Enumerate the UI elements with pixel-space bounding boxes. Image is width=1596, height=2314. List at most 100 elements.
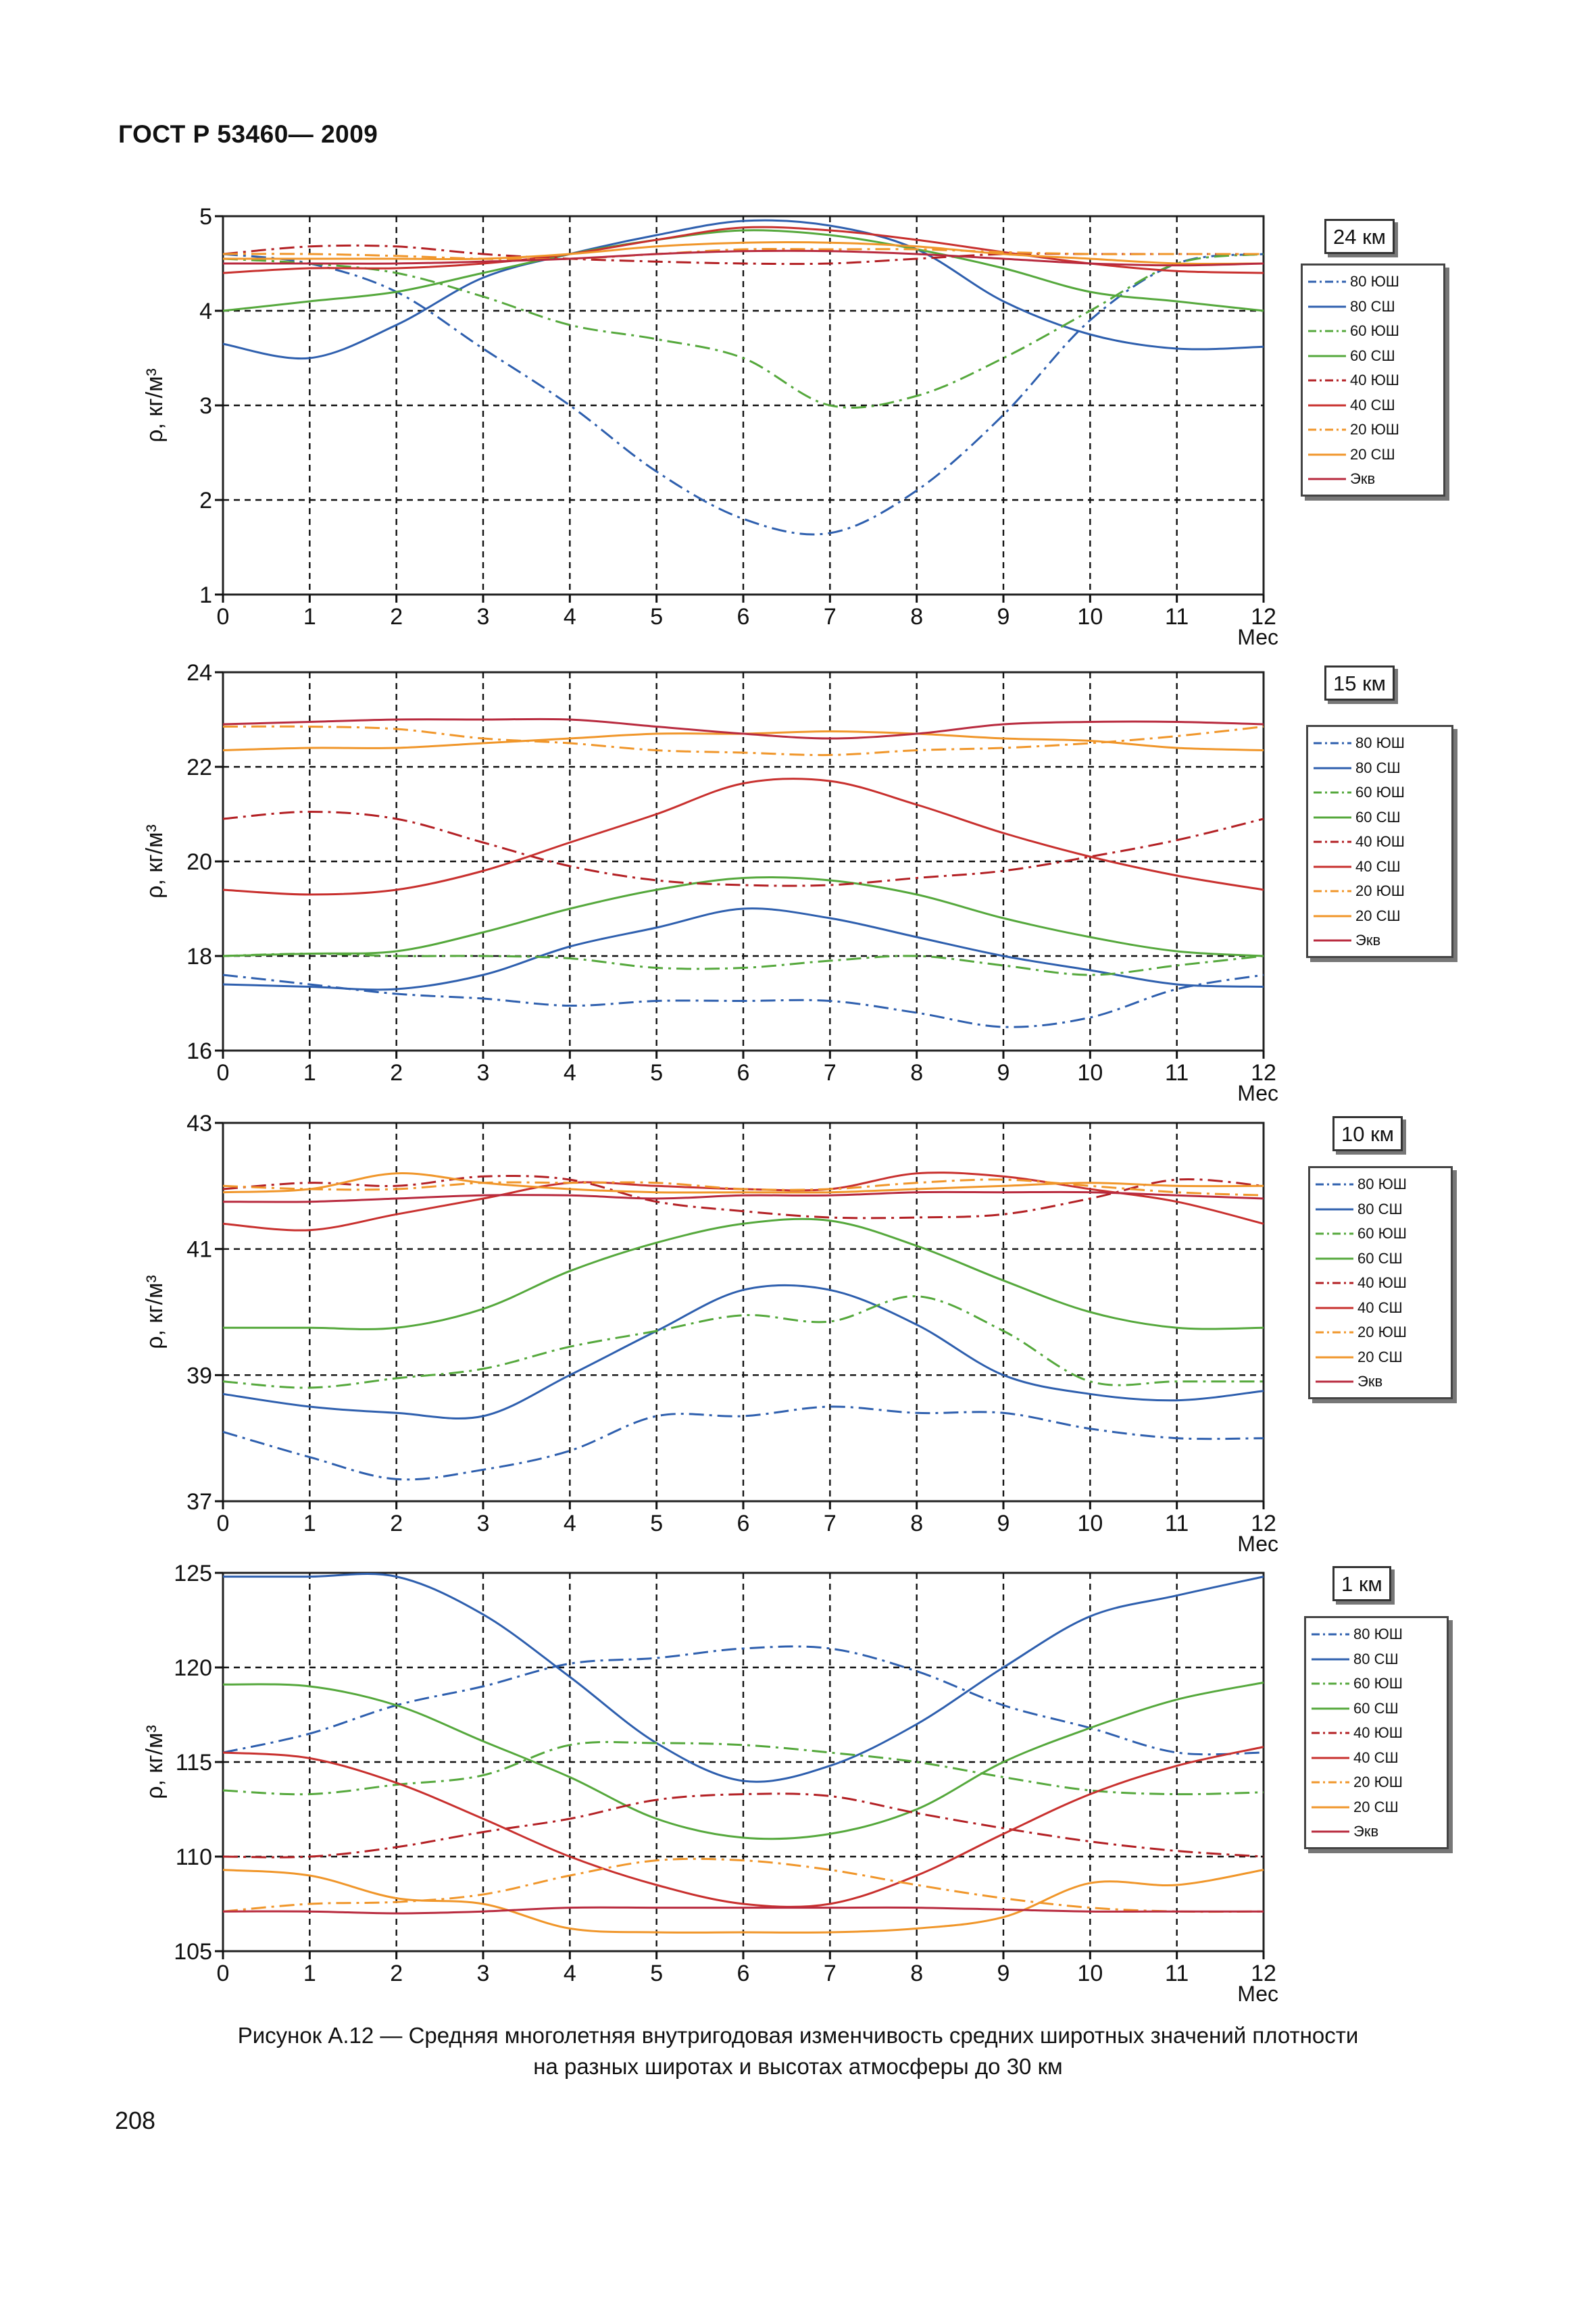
tick-label-x: 4	[564, 1511, 576, 1536]
legend-item: 40 ЮШ	[1307, 368, 1439, 393]
series-line	[222, 1792, 1264, 1859]
legend-swatch	[1308, 330, 1346, 332]
series-line	[222, 253, 1264, 536]
tick-label-x: 10	[1077, 1511, 1103, 1536]
series-line	[222, 1746, 1264, 1908]
tick-label-x: 7	[824, 604, 837, 630]
legend-swatch	[1312, 1707, 1349, 1710]
series-line	[222, 1172, 1264, 1194]
legend-item: 40 ЮШ	[1310, 1721, 1443, 1746]
altitude-label: 10 км	[1332, 1116, 1403, 1151]
legend-swatch	[1316, 1183, 1353, 1186]
legend-item: 80 СШ	[1310, 1647, 1443, 1672]
chart-legend: 80 ЮШ 80 СШ 60 ЮШ 60 СШ 40 ЮШ 40 СШ 20 ЮШ 20 СШ…	[1306, 725, 1453, 958]
tick-label-x: 8	[910, 1961, 923, 1986]
chart-panel-15km: 0 1 2 3 4 5 6 7 8 9 10 11 12 16 18 20 22 24 Мес ρ, кг/м³ 15…	[135, 659, 1487, 1111]
legend-label: 40 ЮШ	[1353, 1724, 1403, 1742]
legend-item: 60 ЮШ	[1310, 1671, 1443, 1696]
legend-label: 20 ЮШ	[1353, 1774, 1403, 1791]
tick-label-x: 1	[303, 1060, 316, 1086]
tick-label-x: 8	[910, 604, 923, 630]
tick-label-x: 0	[217, 1961, 230, 1986]
legend-item: 60 СШ	[1314, 1247, 1447, 1272]
tick-label-x: 0	[217, 604, 230, 630]
tick-label-x: 8	[910, 1060, 923, 1086]
legend-label: 40 СШ	[1353, 1749, 1399, 1766]
tick-label-x: 9	[997, 1060, 1010, 1086]
tick-label-x: 11	[1165, 604, 1189, 630]
tick-label-x: 11	[1165, 1961, 1189, 1986]
legend-swatch	[1314, 742, 1351, 745]
legend-item: 80 ЮШ	[1307, 270, 1439, 295]
series-line	[222, 1869, 1264, 1934]
legend-label: 80 ЮШ	[1350, 273, 1399, 291]
altitude-label: 1 км	[1332, 1566, 1391, 1601]
series-line	[223, 249, 1264, 267]
legend-label: 20 СШ	[1350, 445, 1395, 463]
tick-label-x: 11	[1165, 1060, 1189, 1086]
chart-legend: 80 ЮШ 80 СШ 60 ЮШ 60 СШ 40 ЮШ 40 СШ 20 ЮШ 20 СШ…	[1301, 263, 1445, 497]
series-group	[222, 718, 1264, 1028]
legend-item: 20 СШ	[1310, 1795, 1443, 1820]
tick-label-x: 2	[390, 1961, 403, 1986]
chart-panel-24km: 0 1 2 3 4 5 6 7 8 9 10 11 12 1 2 3 4 5 Мес ρ, кг/м³ 24 км 8…	[135, 203, 1487, 655]
tick-label-x: 3	[477, 1961, 490, 1986]
tick-label-y: 24	[186, 660, 212, 686]
series-line	[222, 1174, 1264, 1219]
legend-swatch	[1308, 355, 1346, 357]
legend-label: 40 ЮШ	[1355, 833, 1405, 851]
legend-swatch	[1314, 816, 1351, 819]
tick-label-y: 39	[186, 1363, 212, 1388]
series-line	[222, 1681, 1264, 1840]
chart-legend: 80 ЮШ 80 СШ 60 ЮШ 60 СШ 40 ЮШ 40 СШ 20 ЮШ 20 СШ…	[1304, 1616, 1449, 1849]
tick-label-x: 3	[477, 604, 490, 630]
legend-swatch	[1316, 1208, 1353, 1211]
legend-swatch	[1314, 915, 1351, 917]
legend-label: 80 СШ	[1357, 1200, 1403, 1217]
legend-item: 60 ЮШ	[1314, 1222, 1447, 1247]
axis-label-x: Мес	[1237, 1982, 1278, 2006]
legend-item: 80 ЮШ	[1312, 731, 1447, 756]
tick-label-y: 4	[199, 299, 212, 324]
legend-item: 60 ЮШ	[1307, 319, 1439, 344]
series-line	[222, 219, 1264, 360]
legend-item: 20 СШ	[1314, 1345, 1447, 1370]
series-group	[222, 1572, 1264, 1934]
tick-label-x: 7	[824, 1511, 837, 1536]
legend-swatch	[1314, 939, 1351, 942]
series-line	[222, 1190, 1264, 1203]
tick-label-y: 37	[186, 1489, 212, 1515]
legend-swatch	[1316, 1331, 1353, 1334]
tick-label-x: 4	[564, 1961, 576, 1986]
legend-label: 60 ЮШ	[1353, 1675, 1403, 1692]
tick-label-x: 9	[997, 604, 1010, 630]
legend-swatch	[1316, 1307, 1353, 1309]
tick-label-x: 3	[477, 1060, 490, 1086]
legend-label: Экв	[1357, 1373, 1383, 1390]
legend-item: 60 СШ	[1310, 1696, 1443, 1721]
series-line	[222, 244, 1264, 266]
legend-item: Экв	[1314, 1369, 1447, 1394]
legend-swatch	[1314, 767, 1351, 770]
series-line	[222, 1295, 1264, 1389]
legend-item: 20 ЮШ	[1312, 879, 1447, 904]
tick-label-x: 12	[1251, 1961, 1276, 1986]
tick-label-x: 12	[1251, 1060, 1276, 1086]
legend-label: 40 СШ	[1355, 857, 1401, 875]
series-line	[222, 1405, 1264, 1481]
legend-label: Экв	[1350, 470, 1376, 488]
legend-item: 20 ЮШ	[1314, 1320, 1447, 1345]
altitude-label: 24 км	[1324, 219, 1395, 254]
legend-label: 40 СШ	[1350, 396, 1395, 413]
legend-item: 60 СШ	[1307, 344, 1439, 369]
tick-label-y: 115	[176, 1750, 212, 1776]
tick-label-y: 3	[199, 393, 212, 419]
tick-label-y: 43	[186, 1111, 212, 1136]
tick-label-x: 5	[650, 1961, 663, 1986]
legend-label: 40 ЮШ	[1350, 372, 1399, 389]
legend-item: 20 ЮШ	[1307, 418, 1439, 443]
series-line	[222, 1178, 1264, 1197]
page-number: 208	[115, 2107, 156, 2134]
legend-item: 80 ЮШ	[1310, 1622, 1443, 1647]
